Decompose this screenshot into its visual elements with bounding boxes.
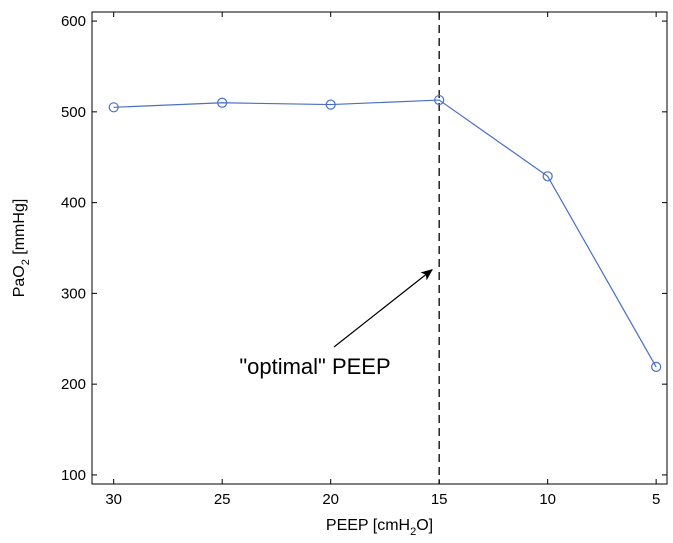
y-tick-label: 200 — [61, 376, 86, 393]
data-point — [325, 99, 336, 110]
x-tick-label: 30 — [105, 491, 122, 508]
annotation-arrow — [333, 268, 433, 348]
y-axis-label-subscript: 2 — [20, 259, 32, 265]
y-axis-label-main: PaO — [11, 265, 28, 297]
y-tick-label: 500 — [61, 104, 86, 121]
x-axis-label-subscript: 2 — [410, 526, 416, 538]
data-point — [651, 361, 662, 373]
axis-ticks — [92, 12, 667, 484]
y-tick-labels: 100 200 300 400 500 600 — [61, 13, 86, 484]
x-tick-labels: 30 25 20 15 10 5 — [105, 491, 660, 508]
y-tick-label: 400 — [61, 195, 86, 212]
x-tick-label: 10 — [539, 491, 556, 508]
series-markers — [108, 94, 662, 373]
x-tick-label: 20 — [322, 491, 339, 508]
x-axis-label-main: PEEP [cmH — [326, 517, 410, 534]
plot-area — [91, 11, 668, 485]
x-tick-label: 5 — [652, 491, 660, 508]
data-point — [434, 94, 445, 106]
series-line — [113, 99, 657, 368]
y-tick-label: 300 — [61, 285, 86, 302]
data-point — [542, 171, 553, 182]
x-axis-label-tail: O] — [416, 517, 433, 534]
y-axis-label-tail: [mmHg] — [11, 199, 28, 259]
x-axis-label: PEEP [cmH2O] — [326, 517, 433, 538]
data-point — [108, 102, 119, 113]
y-tick-label: 100 — [61, 467, 86, 484]
data-point — [217, 97, 228, 108]
x-tick-label: 15 — [431, 491, 448, 508]
annotation-label: "optimal" PEEP — [239, 354, 390, 379]
y-axis-label: PaO2 [mmHg] — [11, 199, 32, 298]
y-tick-label: 600 — [61, 13, 86, 30]
x-tick-label: 25 — [214, 491, 231, 508]
